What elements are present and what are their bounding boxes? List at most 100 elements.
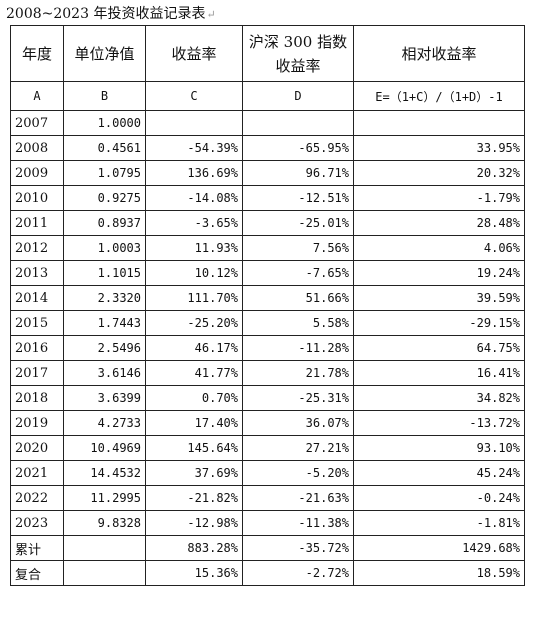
nav-cell: 1.0000 [63, 110, 146, 136]
year-cell: 2010 [10, 185, 64, 211]
nav-cell: 3.6146 [63, 360, 146, 386]
nav-cell: 4.2733 [63, 410, 146, 436]
year-cell: 2007 [10, 110, 64, 136]
subheader-a: A [10, 81, 64, 111]
nav-cell: 14.4532 [63, 460, 146, 486]
year-cell: 2020 [10, 435, 64, 461]
return-cell: -14.08% [145, 185, 243, 211]
return-cell: -21.82% [145, 485, 243, 511]
relative-return-cell: 34.82% [353, 385, 525, 411]
year-cell: 2011 [10, 210, 64, 236]
header-return: 收益率 [145, 25, 243, 82]
return-cell: -12.98% [145, 510, 243, 536]
year-cell: 2016 [10, 335, 64, 361]
total-label-cell: 累计 [10, 535, 64, 561]
table-row: 2011 0.8937 -3.65% -25.01% 28.48% [10, 210, 525, 236]
return-cell [145, 110, 243, 136]
nav-cell: 11.2995 [63, 485, 146, 511]
index-return-cell: -11.38% [242, 510, 354, 536]
index-return-cell [242, 110, 354, 136]
year-cell: 2018 [10, 385, 64, 411]
total-row: 累计 883.28% -35.72% 1429.68% [10, 535, 525, 561]
nav-cell: 1.1015 [63, 260, 146, 286]
nav-cell: 1.0003 [63, 235, 146, 261]
header-row: 年度 单位净值 收益率 沪深 300 指数收益率 相对收益率 [10, 25, 525, 82]
table-row: 2021 14.4532 37.69% -5.20% 45.24% [10, 460, 525, 486]
subheader-b: B [63, 81, 146, 111]
subheader-row: A B C D E=（1+C）/（1+D）-1 [10, 81, 525, 111]
relative-return-cell: 1429.68% [353, 535, 525, 561]
relative-return-cell: 28.48% [353, 210, 525, 236]
index-return-cell: 7.56% [242, 235, 354, 261]
nav-cell: 10.4969 [63, 435, 146, 461]
index-return-cell: -35.72% [242, 535, 354, 561]
return-cell: 10.12% [145, 260, 243, 286]
index-return-cell: -25.31% [242, 385, 354, 411]
relative-return-cell: 18.59% [353, 560, 525, 586]
table-row: 2015 1.7443 -25.20% 5.58% -29.15% [10, 310, 525, 336]
year-cell: 2008 [10, 135, 64, 161]
table-row: 2012 1.0003 11.93% 7.56% 4.06% [10, 235, 525, 261]
relative-return-cell: -13.72% [353, 410, 525, 436]
return-cell: 145.64% [145, 435, 243, 461]
table-row: 2016 2.5496 46.17% -11.28% 64.75% [10, 335, 525, 361]
year-cell: 2023 [10, 510, 64, 536]
index-return-cell: -2.72% [242, 560, 354, 586]
subheader-e: E=（1+C）/（1+D）-1 [353, 81, 525, 111]
nav-cell: 3.6399 [63, 385, 146, 411]
relative-return-cell: 45.24% [353, 460, 525, 486]
nav-cell [63, 560, 146, 586]
table-row: 2008 0.4561 -54.39% -65.95% 33.95% [10, 135, 525, 161]
year-cell: 2014 [10, 285, 64, 311]
table-row: 2018 3.6399 0.70% -25.31% 34.82% [10, 385, 525, 411]
table-row: 2020 10.4969 145.64% 27.21% 93.10% [10, 435, 525, 461]
index-return-cell: 36.07% [242, 410, 354, 436]
return-cell: 883.28% [145, 535, 243, 561]
index-return-cell: -12.51% [242, 185, 354, 211]
nav-cell: 2.3320 [63, 285, 146, 311]
table-row: 2013 1.1015 10.12% -7.65% 19.24% [10, 260, 525, 286]
year-cell: 2019 [10, 410, 64, 436]
return-cell: 111.70% [145, 285, 243, 311]
return-cell: 41.77% [145, 360, 243, 386]
index-return-cell: -25.01% [242, 210, 354, 236]
year-cell: 2022 [10, 485, 64, 511]
nav-cell: 1.0795 [63, 160, 146, 186]
relative-return-cell: 16.41% [353, 360, 525, 386]
index-return-cell: 96.71% [242, 160, 354, 186]
nav-cell: 0.8937 [63, 210, 146, 236]
relative-return-cell: 20.32% [353, 160, 525, 186]
nav-cell: 2.5496 [63, 335, 146, 361]
table-row: 2014 2.3320 111.70% 51.66% 39.59% [10, 285, 525, 311]
table-row: 2017 3.6146 41.77% 21.78% 16.41% [10, 360, 525, 386]
index-return-cell: 51.66% [242, 285, 354, 311]
return-cell: 15.36% [145, 560, 243, 586]
year-cell: 2012 [10, 235, 64, 261]
header-relative-return: 相对收益率 [353, 25, 525, 82]
document-title: 2008~2023 年投资收益记录表↵ [6, 6, 216, 22]
table-row: 2023 9.8328 -12.98% -11.38% -1.81% [10, 510, 525, 536]
table-row: 2007 1.0000 [10, 110, 525, 136]
year-cell: 2021 [10, 460, 64, 486]
return-cell: 37.69% [145, 460, 243, 486]
index-return-cell: -7.65% [242, 260, 354, 286]
return-cell: -3.65% [145, 210, 243, 236]
relative-return-cell: -29.15% [353, 310, 525, 336]
header-year: 年度 [10, 25, 64, 82]
return-cell: 0.70% [145, 385, 243, 411]
index-return-cell: -5.20% [242, 460, 354, 486]
return-cell: 136.69% [145, 160, 243, 186]
table-row: 2009 1.0795 136.69% 96.71% 20.32% [10, 160, 525, 186]
return-cell: 17.40% [145, 410, 243, 436]
nav-cell: 1.7443 [63, 310, 146, 336]
header-index-return: 沪深 300 指数收益率 [242, 25, 354, 82]
index-return-cell: 21.78% [242, 360, 354, 386]
relative-return-cell: -1.79% [353, 185, 525, 211]
nav-cell [63, 535, 146, 561]
year-cell: 2015 [10, 310, 64, 336]
year-cell: 2013 [10, 260, 64, 286]
table-row: 2019 4.2733 17.40% 36.07% -13.72% [10, 410, 525, 436]
return-cell: 46.17% [145, 335, 243, 361]
relative-return-cell: 19.24% [353, 260, 525, 286]
relative-return-cell: 39.59% [353, 285, 525, 311]
